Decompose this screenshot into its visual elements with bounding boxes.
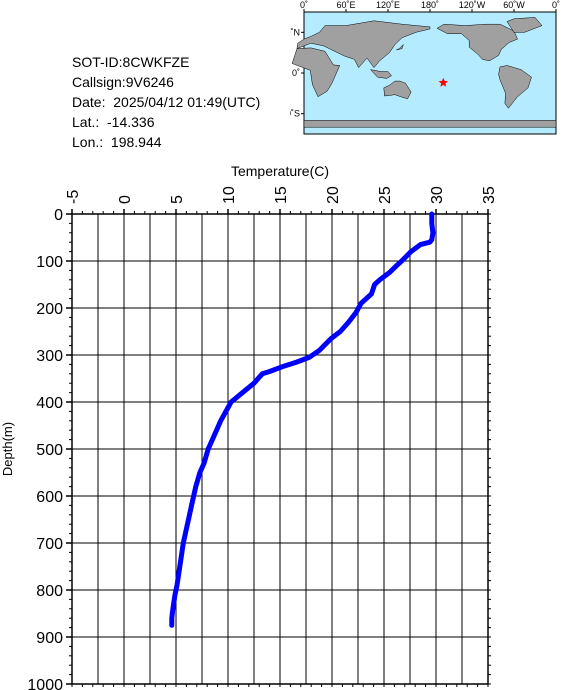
- y-tick-label: 200: [36, 301, 63, 318]
- land-shape: [498, 65, 532, 109]
- y-tick-label: 300: [36, 348, 63, 365]
- map-lon-label: 0˚: [300, 0, 308, 10]
- land-shape: [291, 47, 341, 98]
- land-shape: [369, 69, 392, 79]
- map-lon-label: 120˚W: [459, 0, 486, 10]
- grid: [72, 214, 488, 684]
- sot-id-text: SOT-ID:8CWKFZE: [72, 54, 190, 70]
- longitude-text: Lon.: 198.944: [72, 134, 162, 150]
- x-tick-label: 10: [221, 186, 238, 204]
- x-axis-ticks: -5 0 5 10 15 20 25 30 35: [65, 186, 498, 687]
- x-tick-label: -5: [65, 190, 82, 204]
- land-shape: [396, 44, 404, 51]
- map-lat-label: 60˚N: [290, 27, 300, 37]
- land-shape: [296, 20, 431, 69]
- map-lon-label: 180˚: [421, 0, 439, 10]
- location-map: 0˚ 60˚E 120˚E 180˚ 120˚W 60˚W 0˚ 60˚N 0˚ 60˚S: [290, 0, 560, 135]
- y-tick-label: 800: [36, 583, 63, 600]
- callsign-text: Callsign:9V6246: [72, 74, 174, 90]
- date-text: Date: 2025/04/12 01:49(UTC): [72, 94, 261, 110]
- y-tick-label: 400: [36, 395, 63, 412]
- map-lon-label: 0˚: [552, 0, 560, 10]
- position-star-icon: [438, 77, 448, 87]
- y-tick-label: 500: [36, 442, 63, 459]
- x-tick-label: 35: [481, 186, 498, 204]
- map-land: [291, 17, 557, 128]
- x-tick-label: 0: [117, 195, 134, 204]
- y-axis-label: Depth(m): [0, 422, 15, 476]
- x-tick-label: 20: [325, 186, 342, 204]
- map-lon-label: 120˚E: [376, 0, 400, 10]
- x-tick-label: 30: [429, 186, 446, 204]
- x-tick-label: 5: [169, 195, 186, 204]
- temperature-profile-line: [169, 211, 436, 628]
- y-axis-ticks: 0 100 200 300 400 500 600 700 800 900 1000: [27, 207, 491, 690]
- map-lon-label: 60˚E: [336, 0, 355, 10]
- y-tick-label: 100: [36, 254, 63, 271]
- map-longitude-labels: 0˚ 60˚E 120˚E 180˚ 120˚W 60˚W 0˚: [300, 0, 560, 12]
- y-tick-label: 1000: [27, 677, 63, 690]
- x-tick-label: 25: [377, 186, 394, 204]
- y-tick-label: 600: [36, 489, 63, 506]
- x-axis-label: Temperature(C): [231, 163, 329, 179]
- y-tick-label: 0: [54, 207, 63, 224]
- map-latitude-labels: 60˚N 0˚ 60˚S: [290, 27, 304, 119]
- map-lon-label: 60˚W: [503, 0, 525, 10]
- land-shape: [303, 120, 557, 128]
- land-shape: [436, 23, 518, 62]
- map-lat-label: 60˚S: [290, 109, 300, 119]
- land-shape: [383, 80, 412, 100]
- map-lat-label: 0˚: [292, 68, 300, 78]
- x-tick-label: 15: [273, 186, 290, 204]
- info-panel: SOT-ID:8CWKFZE Callsign:9V6246 Date: 202…: [72, 52, 260, 152]
- land-shape: [506, 17, 543, 33]
- latitude-text: Lat.: -14.336: [72, 114, 155, 130]
- y-tick-label: 900: [36, 630, 63, 647]
- y-tick-label: 700: [36, 536, 63, 553]
- map-position-marker: [438, 77, 448, 87]
